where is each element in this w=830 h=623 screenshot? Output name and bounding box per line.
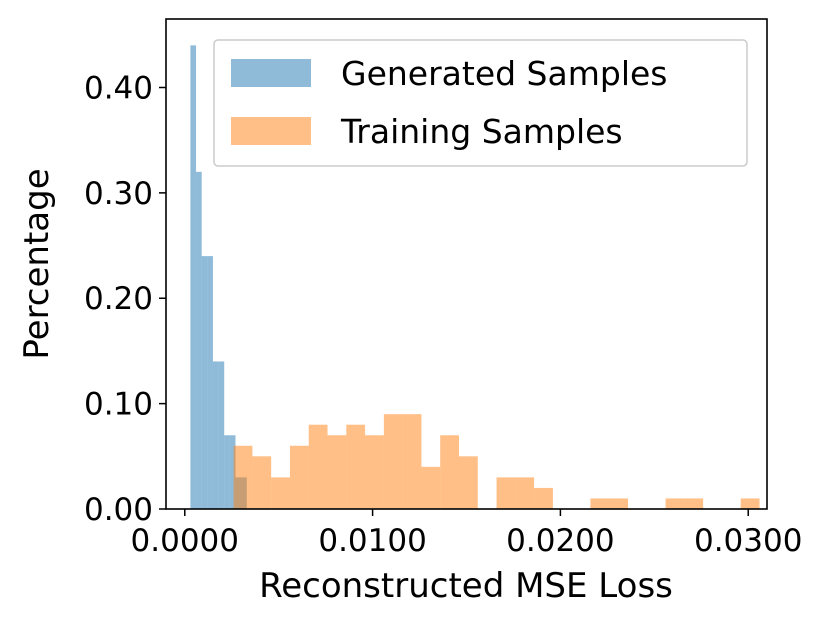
bar-training-5 — [327, 435, 347, 509]
bar-generated-4 — [212, 361, 219, 509]
bar-training-1 — [252, 456, 272, 509]
y-axis-label: Percentage — [17, 168, 57, 359]
bar-training-20 — [740, 498, 760, 509]
y-tick-label: 0.10 — [84, 387, 153, 423]
bar-generated-1 — [196, 171, 202, 510]
bar-training-2 — [271, 477, 290, 509]
bar-training-3 — [289, 445, 309, 509]
y-tick-label: 0.30 — [84, 176, 153, 212]
bar-training-4 — [308, 424, 328, 509]
bar-training-18 — [665, 498, 685, 509]
bar-training-7 — [365, 435, 384, 509]
bar-training-12 — [458, 456, 478, 509]
bar-training-11 — [440, 435, 459, 509]
legend-frame — [213, 39, 748, 167]
legend-swatch-generated — [231, 59, 311, 87]
y-tick-label: 0.00 — [84, 492, 153, 528]
bar-training-10 — [421, 466, 441, 509]
bar-training-14 — [515, 477, 535, 509]
bar-training-19 — [684, 498, 704, 509]
bar-generated-0 — [190, 45, 197, 510]
bar-generated-2 — [201, 256, 208, 509]
bar-generated-7 — [229, 435, 236, 509]
bar-training-17 — [609, 498, 629, 509]
bar-training-15 — [534, 487, 553, 509]
x-tick-label: 0.0000 — [131, 523, 239, 559]
x-axis-ticks: 0.0000 0.0100 0.0200 0.0300 — [131, 509, 802, 559]
bar-training-6 — [346, 424, 366, 509]
legend: Generated Samples Training Samples — [213, 39, 748, 167]
bar-generated-6 — [224, 435, 230, 509]
bar-training-16 — [590, 498, 610, 509]
x-axis-label: Reconstructed MSE Loss — [259, 566, 673, 606]
bars-layer — [190, 45, 760, 510]
x-tick-label: 0.0300 — [694, 523, 802, 559]
bar-training-13 — [496, 477, 516, 509]
bar-generated-3 — [207, 256, 213, 509]
bar-generated-5 — [218, 361, 225, 509]
x-tick-label: 0.0100 — [318, 523, 426, 559]
y-axis-ticks: 0.00 0.10 0.20 0.30 0.40 — [84, 70, 166, 528]
bar-training-8 — [383, 414, 403, 509]
y-tick-label: 0.20 — [84, 281, 153, 317]
legend-label-training: Training Samples — [340, 112, 623, 151]
bar-training-9 — [402, 414, 422, 509]
legend-label-generated: Generated Samples — [341, 54, 668, 93]
y-tick-label: 0.40 — [84, 70, 153, 106]
plot-frame — [165, 18, 768, 510]
legend-swatch-training — [231, 117, 311, 145]
bar-training-0 — [233, 445, 253, 509]
x-tick-label: 0.0200 — [506, 523, 614, 559]
